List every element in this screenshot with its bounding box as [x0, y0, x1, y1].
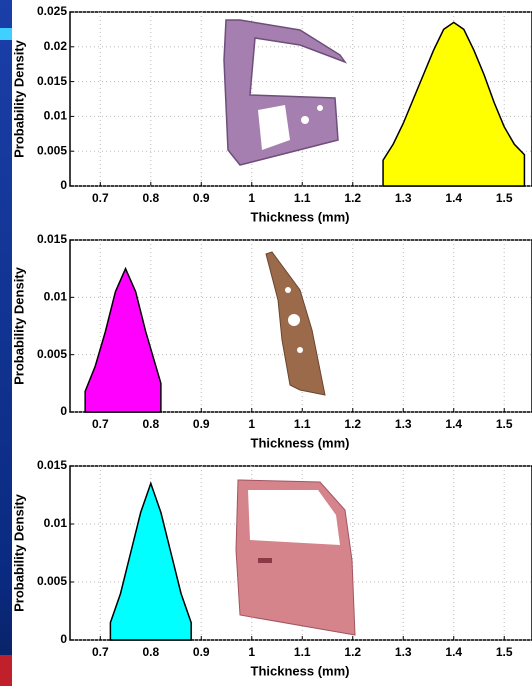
x-tick-label: 0.7: [92, 645, 109, 659]
x-tick-label: 0.8: [142, 645, 159, 659]
x-tick-label: 1.5: [496, 191, 513, 205]
x-axis-label: Thickness (mm): [251, 435, 350, 450]
y-tick-label: 0: [60, 178, 67, 192]
door-outer-image: [236, 480, 355, 635]
y-tick-label: 0.005: [37, 347, 67, 361]
side-accent: [0, 28, 12, 40]
x-axis-label: Thickness (mm): [251, 663, 350, 678]
x-tick-label: 1: [248, 191, 255, 205]
x-tick-label: 0.8: [142, 417, 159, 431]
x-tick-label: 1.4: [445, 191, 462, 205]
y-tick-label: 0.015: [37, 74, 67, 88]
page: {"chart_data": [ {"type": "area", "xlabe…: [0, 0, 532, 686]
y-tick-label: 0.01: [44, 109, 68, 123]
y-tick-label: 0.005: [37, 574, 67, 588]
y-axis-label: Probability Density: [11, 266, 26, 385]
x-tick-label: 1.2: [344, 191, 361, 205]
x-tick-label: 1.1: [294, 191, 311, 205]
y-tick-label: 0: [60, 632, 67, 646]
x-tick-label: 1.1: [294, 417, 311, 431]
x-tick-label: 0.9: [193, 417, 210, 431]
y-tick-label: 0.01: [44, 290, 68, 304]
figure: 0.7 0.8 0.9 1 1.1 1.2 1.3 1.4 1.5 0 0.005 0.01 0.015…: [0, 0, 532, 686]
x-tick-label: 0.7: [92, 417, 109, 431]
y-tick-label: 0.025: [37, 4, 67, 18]
y-tick-label: 0: [60, 404, 67, 418]
x-axis-label: Thickness (mm): [251, 209, 350, 224]
x-tick-label: 1.4: [445, 645, 462, 659]
x-tick-label: 1.3: [395, 417, 412, 431]
x-tick-label: 1.4: [445, 417, 462, 431]
x-tick-label: 1: [248, 417, 255, 431]
y-axis-label: Probability Density: [11, 493, 26, 612]
x-tick-label: 1.5: [496, 417, 513, 431]
x-tick-label: 0.7: [92, 191, 109, 205]
x-tick-label: 1.1: [294, 645, 311, 659]
x-tick-label: 1.2: [344, 417, 361, 431]
x-tick-label: 1.5: [496, 645, 513, 659]
y-tick-label: 0.01: [44, 516, 68, 530]
y-tick-label: 0.02: [44, 39, 68, 53]
y-axis-label: Probability Density: [11, 39, 26, 158]
side-strip: [0, 0, 12, 686]
x-tick-label: 1.3: [395, 645, 412, 659]
x-tick-label: 1: [248, 645, 255, 659]
y-tick-label: 0.005: [37, 143, 67, 157]
y-tick-label: 0.015: [37, 232, 67, 246]
x-tick-label: 0.9: [193, 645, 210, 659]
x-tick-label: 1.3: [395, 191, 412, 205]
side-accent: [0, 655, 12, 686]
x-tick-label: 1.2: [344, 645, 361, 659]
x-tick-label: 0.9: [193, 191, 210, 205]
y-tick-label: 0.015: [37, 458, 67, 472]
x-tick-label: 0.8: [142, 191, 159, 205]
